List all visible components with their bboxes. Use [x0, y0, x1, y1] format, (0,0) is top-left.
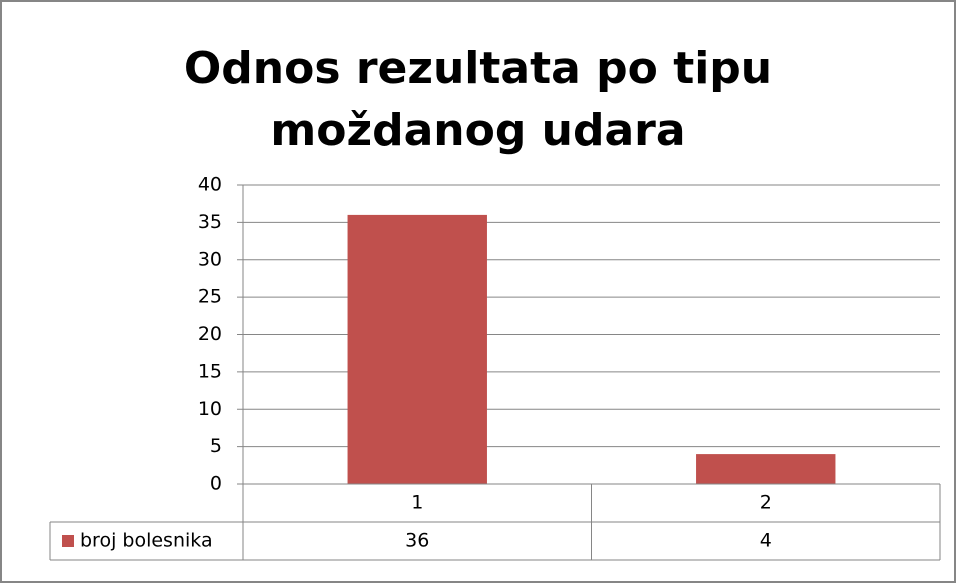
- y-tick-label: 35: [198, 211, 222, 233]
- bar: [696, 454, 836, 484]
- table-value: 4: [760, 530, 772, 552]
- legend-label: broj bolesnika: [80, 530, 213, 552]
- y-tick-label: 10: [198, 398, 222, 420]
- y-tick-label: 30: [198, 248, 222, 270]
- y-tick-label: 20: [198, 323, 222, 345]
- y-tick-label: 15: [198, 360, 222, 382]
- x-tick-label: 2: [760, 492, 772, 514]
- y-tick-label: 0: [210, 473, 222, 495]
- y-tick-label: 40: [198, 174, 222, 196]
- y-tick-label: 25: [198, 286, 222, 308]
- x-tick-label: 1: [411, 492, 423, 514]
- bar: [347, 214, 487, 484]
- table-value: 36: [405, 530, 429, 552]
- legend-key: [62, 535, 74, 547]
- chart-title: Odnos rezultata po tipu moždanog udara: [183, 43, 773, 156]
- y-tick-label: 5: [210, 435, 222, 457]
